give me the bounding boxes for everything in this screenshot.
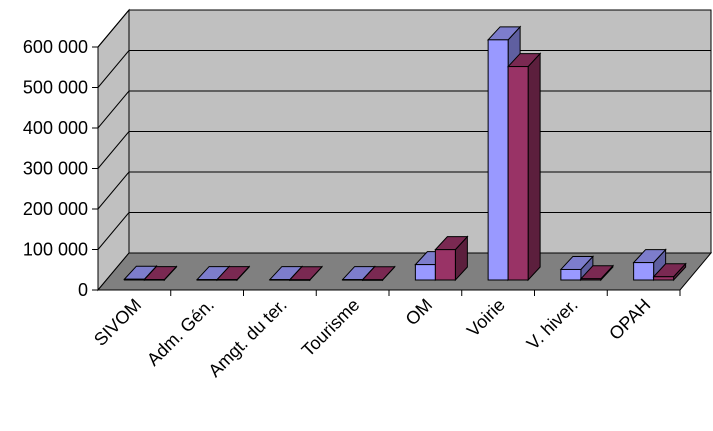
bar-front	[434, 249, 456, 281]
floor	[96, 252, 713, 291]
chart-walls	[96, 8, 713, 292]
bar	[506, 52, 542, 282]
bar	[143, 265, 178, 282]
gridline	[97, 9, 711, 48]
bar-front	[289, 279, 311, 281]
bar-front	[196, 279, 218, 281]
bar-front	[216, 279, 238, 281]
bar	[652, 262, 687, 282]
bar-front	[507, 66, 529, 281]
x-tick-label: V. hiver.	[523, 295, 582, 354]
bar	[434, 235, 469, 282]
x-tick-label: OPAH	[605, 295, 654, 344]
bar-front	[487, 39, 509, 281]
bar-front	[269, 279, 291, 281]
x-tick-label: Voirie	[463, 295, 509, 341]
y-tick-label: 200 000	[23, 199, 88, 219]
y-tick-label: 500 000	[23, 78, 88, 98]
bar	[579, 264, 615, 282]
bar-front	[633, 262, 655, 281]
bar-front	[414, 264, 436, 281]
bar-front	[362, 279, 384, 281]
bar	[361, 265, 396, 282]
y-tick-label: 400 000	[23, 118, 88, 138]
y-tick-label: 300 000	[23, 159, 88, 179]
bar	[288, 265, 324, 282]
y-tick-label: 0	[78, 280, 88, 300]
bar	[632, 248, 667, 282]
bar-front	[653, 276, 675, 281]
bar	[215, 265, 251, 282]
x-tick-label: Adm. Gén.	[143, 295, 218, 370]
y-tick-label: 100 000	[23, 240, 88, 260]
bar-front	[123, 278, 145, 281]
x-tick-label: Tourisme	[298, 295, 364, 361]
bar-side	[527, 52, 541, 282]
bars	[123, 25, 687, 282]
bar-front	[143, 279, 165, 281]
x-tick-label: Amgt. du ter.	[204, 295, 290, 381]
bar-front	[560, 268, 582, 281]
x-tick-label: OM	[402, 295, 437, 330]
y-axis: 0 100 000 200 000 300 000 400 000 500 000 600 …	[23, 37, 99, 300]
y-tick-label: 600 000	[23, 37, 88, 57]
bar-front	[580, 278, 602, 281]
bar-front	[342, 279, 364, 281]
x-tick-label: SIVOM	[90, 295, 145, 350]
